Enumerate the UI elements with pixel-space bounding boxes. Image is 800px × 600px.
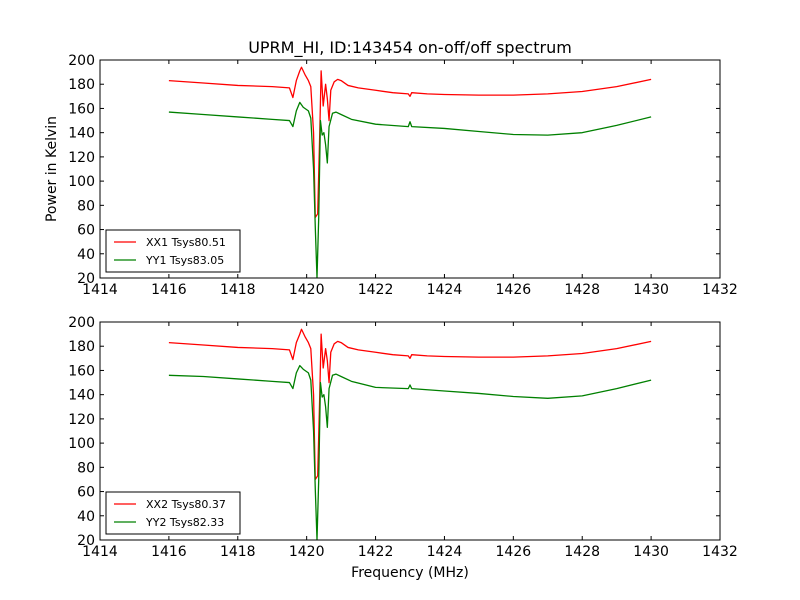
plot-top: 1414 1416 1418 1420 1422 1424 1426 1428 1430 1432…	[68, 53, 738, 298]
y-tick-label: 40	[77, 509, 95, 525]
y-tick-label: 160	[68, 363, 95, 379]
x-tick-label: 1422	[358, 544, 394, 560]
y-tick-label: 60	[77, 485, 95, 501]
x-tick-label: 1428	[564, 544, 600, 560]
x-tick-label: 1424	[427, 282, 463, 298]
plot-bottom: 1414 1416 1418 1420 1422 1424 1426 1428 1430 1432…	[68, 315, 738, 560]
y-tick-label: 100	[68, 436, 95, 452]
axes-frame	[99, 59, 721, 279]
series-line-1	[168, 66, 652, 219]
y-tick-label: 120	[68, 150, 95, 166]
series-line-1	[168, 328, 652, 481]
y-tick-label: 60	[77, 223, 95, 239]
x-tick-label: 1424	[427, 544, 463, 560]
legend-box	[105, 491, 241, 535]
x-tick-label: 1430	[633, 544, 669, 560]
y-tick-label: 160	[68, 101, 95, 117]
x-tick-label: 1420	[289, 282, 325, 298]
legend-label-2: YY1 Tsys83.05	[145, 254, 224, 267]
y-tick-label: 20	[77, 533, 95, 549]
legend-label-1: XX1 Tsys80.51	[146, 236, 226, 249]
y-tick-label: 180	[68, 339, 95, 355]
x-tick-label: 1416	[151, 282, 187, 298]
y-axis-label: Power in Kelvin	[44, 116, 60, 222]
x-tick-label: 1432	[702, 544, 738, 560]
x-tick-label: 1428	[564, 282, 600, 298]
x-tick-label: 1426	[496, 544, 532, 560]
x-axis-label: Frequency (MHz)	[351, 565, 469, 581]
x-tick-label: 1418	[220, 282, 256, 298]
y-tick-label: 200	[68, 53, 95, 69]
x-tick-label: 1420	[289, 544, 325, 560]
x-tick-label: 1416	[151, 544, 187, 560]
x-tick-label: 1414	[82, 282, 118, 298]
legend-label-2: YY2 Tsys82.33	[145, 516, 224, 529]
series-line-2	[168, 364, 652, 540]
y-tick-label: 40	[77, 247, 95, 263]
x-tick-label: 1418	[220, 544, 256, 560]
axes-frame	[99, 321, 721, 541]
x-tick-label: 1414	[82, 544, 118, 560]
x-tick-label: 1422	[358, 282, 394, 298]
y-tick-label: 20	[77, 271, 95, 287]
y-tick-label: 140	[68, 126, 95, 142]
figure-title: UPRM_HI, ID:143454 on-off/off spectrum	[248, 38, 572, 58]
x-tick-label: 1430	[633, 282, 669, 298]
y-tick-label: 200	[68, 315, 95, 331]
legend-box	[105, 229, 241, 273]
y-tick-label: 140	[68, 388, 95, 404]
y-tick-label: 180	[68, 77, 95, 93]
x-tick-label: 1432	[702, 282, 738, 298]
y-tick-label: 80	[77, 460, 95, 476]
legend-label-1: XX2 Tsys80.37	[146, 498, 226, 511]
y-tick-label: 100	[68, 174, 95, 190]
series-line-2	[168, 101, 652, 278]
y-tick-label: 80	[77, 198, 95, 214]
y-tick-label: 120	[68, 412, 95, 428]
x-tick-label: 1426	[496, 282, 532, 298]
